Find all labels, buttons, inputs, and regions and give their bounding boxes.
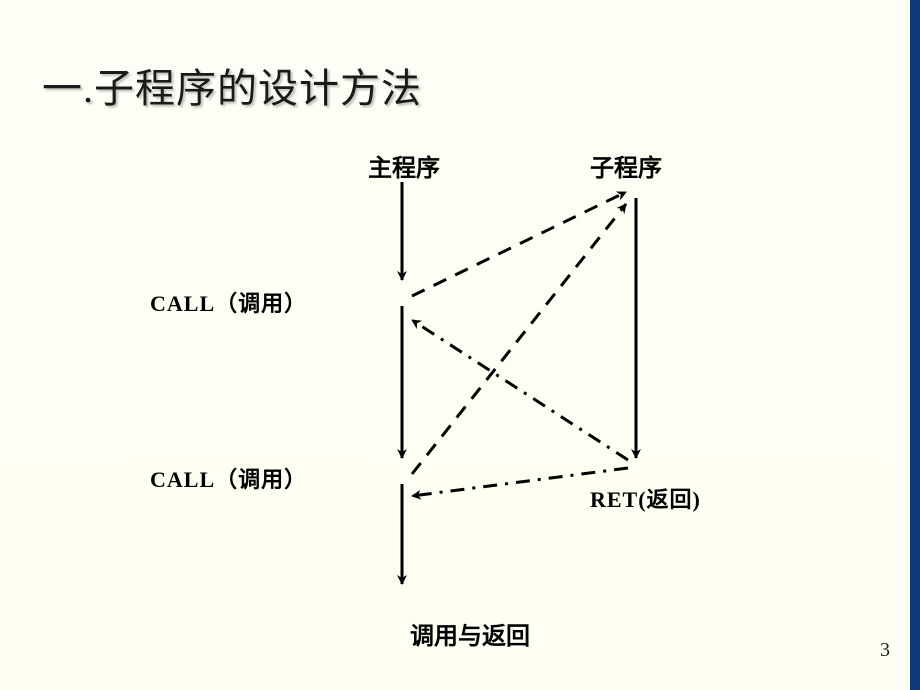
arrow-ret-to-1 [412, 320, 628, 460]
slide-title: 一.子程序的设计方法 [42, 56, 422, 114]
right-accent-strip [910, 0, 920, 690]
call-return-diagram: 主程序 子程序 CALL（调用） CALL（调用） RET(返回) 调用与返回 [150, 148, 770, 658]
label-call-1: CALL（调用） [150, 286, 307, 318]
label-sub-program: 子程序 [590, 148, 662, 183]
label-caption: 调用与返回 [410, 616, 530, 651]
arrow-call2-to-sub [412, 204, 626, 474]
diagram-svg [150, 148, 770, 658]
page-number: 3 [880, 639, 890, 662]
label-ret: RET(返回) [590, 482, 701, 514]
label-call-2: CALL（调用） [150, 462, 307, 494]
label-main-program: 主程序 [368, 148, 440, 183]
